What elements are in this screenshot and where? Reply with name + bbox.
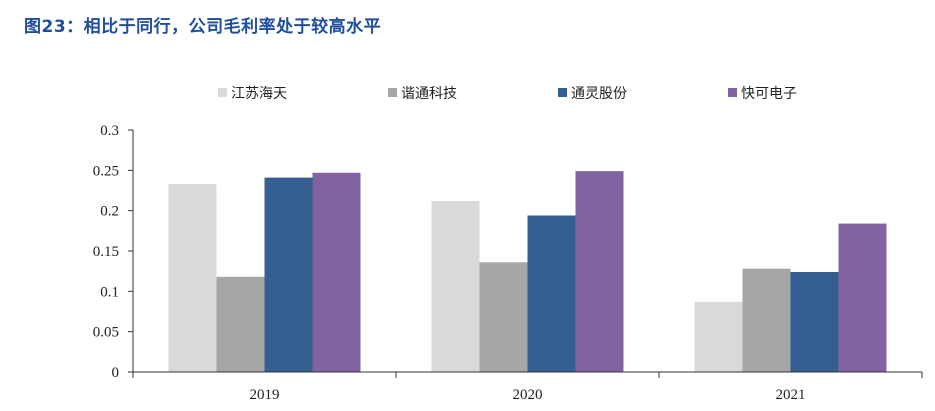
x-tick-label: 2021 (776, 387, 806, 403)
legend-swatch (728, 88, 737, 97)
legend-label: 通灵股份 (571, 86, 627, 102)
bar-2021-series-1 (742, 268, 791, 372)
legend-label: 快可电子 (741, 86, 797, 102)
bar-2019-series-0 (168, 184, 217, 372)
bar-2021-series-2 (790, 271, 839, 372)
bar-2019-series-3 (312, 172, 361, 372)
bar-2020-series-0 (431, 200, 480, 372)
x-tick-label: 2020 (513, 387, 543, 403)
x-tick-label: 2019 (250, 387, 280, 403)
y-tick-label: 0.2 (100, 204, 119, 220)
legend-label: 谐通科技 (401, 86, 457, 102)
figure-title: 图23：相比于同行，公司毛利率处于较高水平 (24, 17, 382, 37)
y-tick-label: 0.3 (100, 123, 119, 139)
y-tick-label: 0.1 (100, 284, 119, 300)
bar-group (168, 171, 887, 372)
y-tick-label: 0.05 (93, 325, 119, 341)
bar-2020-series-2 (527, 215, 576, 372)
bar-2019-series-2 (264, 177, 313, 372)
legend-swatch (558, 88, 567, 97)
legend-label: 江苏海天 (231, 86, 287, 102)
bar-2020-series-1 (479, 262, 528, 372)
bar-2021-series-0 (694, 301, 743, 372)
y-tick-label: 0.15 (93, 244, 119, 260)
bar-2020-series-3 (575, 171, 624, 372)
chart-legend: 江苏海天 谐通科技 通灵股份 快可电子 (218, 86, 797, 102)
legend-swatch (218, 88, 227, 97)
bar-2021-series-3 (838, 223, 887, 372)
y-tick-label: 0.25 (93, 163, 119, 179)
chart-axes: 0 0.05 0.1 0.15 0.2 0.25 0.3 2019 2020 2021 (93, 123, 923, 403)
y-tick-label: 0 (112, 365, 120, 381)
legend-swatch (388, 88, 397, 97)
bar-2019-series-1 (216, 276, 265, 372)
